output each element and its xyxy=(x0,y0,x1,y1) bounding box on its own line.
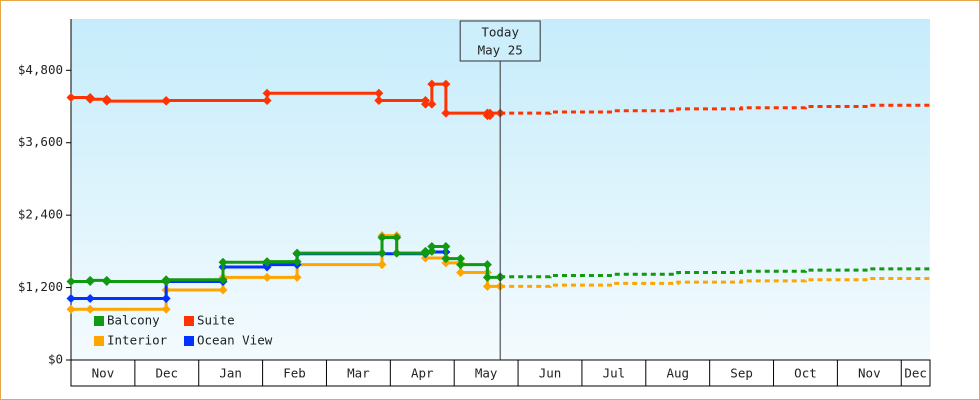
legend-swatch xyxy=(94,336,104,346)
today-box xyxy=(459,20,541,62)
legend-label: Ocean View xyxy=(197,333,273,348)
y-tick-label: $4,800 xyxy=(18,62,63,77)
x-tick-label: Oct xyxy=(794,366,817,381)
legend-swatch xyxy=(184,316,194,326)
price-point xyxy=(66,92,76,102)
legend-swatch xyxy=(184,336,194,346)
legend-swatch xyxy=(94,316,104,326)
price-point xyxy=(427,99,437,109)
price-point xyxy=(392,248,402,258)
price-point xyxy=(66,277,76,287)
x-tick-label: Nov xyxy=(92,366,115,381)
price-point xyxy=(377,232,387,242)
price-point xyxy=(85,304,95,314)
legend-label: Interior xyxy=(107,333,168,348)
price-point xyxy=(161,304,171,314)
price-point xyxy=(161,95,171,105)
x-tick-label: Dec xyxy=(156,366,179,381)
price-point xyxy=(441,108,451,118)
price-point xyxy=(427,79,437,89)
x-tick-label: Apr xyxy=(411,366,434,381)
y-tick-label: $2,400 xyxy=(18,207,63,222)
price-point xyxy=(262,88,272,98)
today-label: May 25 xyxy=(478,43,523,58)
price-point xyxy=(392,232,402,242)
price-point xyxy=(482,281,492,291)
y-tick-label: $0 xyxy=(48,352,63,367)
x-tick-label: Aug xyxy=(666,366,689,381)
x-tick-label: Jul xyxy=(603,366,626,381)
price-point xyxy=(262,257,272,267)
price-point xyxy=(85,293,95,303)
price-point xyxy=(427,246,437,256)
price-point xyxy=(292,272,302,282)
price-point xyxy=(85,275,95,285)
price-point xyxy=(441,79,451,89)
price-point xyxy=(485,108,495,118)
price-point xyxy=(218,275,228,285)
x-tick-label: Dec xyxy=(904,366,927,381)
price-point xyxy=(66,304,76,314)
price-point xyxy=(441,254,451,264)
price-point xyxy=(427,242,437,252)
price-point xyxy=(292,257,302,267)
price-point xyxy=(85,94,95,104)
price-point xyxy=(218,285,228,295)
price-point xyxy=(66,293,76,303)
x-tick-label: Nov xyxy=(858,366,881,381)
price-point xyxy=(482,272,492,282)
price-point xyxy=(441,242,451,252)
price-point xyxy=(456,254,466,264)
x-tick-label: Sep xyxy=(730,366,753,381)
price-point xyxy=(161,275,171,285)
legend-label: Suite xyxy=(197,313,235,328)
x-tick-label: Mar xyxy=(347,366,370,381)
legend-label: Balcony xyxy=(107,313,160,328)
price-point xyxy=(102,96,112,106)
forecast-line xyxy=(500,103,932,115)
price-point xyxy=(456,267,466,277)
price-point xyxy=(161,293,171,303)
x-tick-label: Jan xyxy=(219,366,242,381)
price-point xyxy=(377,260,387,270)
x-tick-label: Feb xyxy=(283,366,306,381)
price-point xyxy=(374,95,384,105)
price-point xyxy=(292,248,302,258)
y-tick-label: $3,600 xyxy=(18,134,63,149)
price-point xyxy=(374,88,384,98)
x-tick-label: May xyxy=(475,366,498,381)
price-point xyxy=(218,257,228,267)
y-tick-label: $1,200 xyxy=(18,279,63,294)
price-point xyxy=(262,95,272,105)
price-point xyxy=(262,272,272,282)
price-point xyxy=(420,99,430,109)
forecast-line xyxy=(500,277,932,288)
forecast-line xyxy=(500,267,932,279)
price-point xyxy=(377,248,387,258)
price-point xyxy=(456,260,466,270)
today-label: Today xyxy=(481,25,519,40)
price-point xyxy=(482,260,492,270)
x-tick-label: Jun xyxy=(539,366,562,381)
price-point xyxy=(420,246,430,256)
price-point xyxy=(102,277,112,287)
